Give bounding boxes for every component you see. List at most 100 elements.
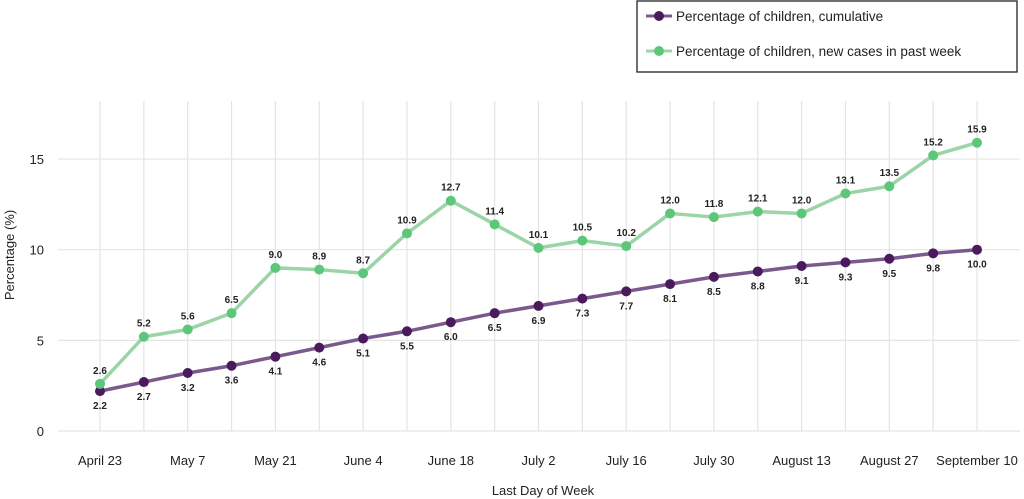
data-label: 12.0 (792, 195, 812, 206)
data-point (95, 378, 105, 389)
data-point (314, 342, 325, 353)
data-point (708, 271, 719, 282)
legend-label-new-cases: Percentage of children, new cases in pas… (676, 44, 961, 59)
data-label: 5.2 (137, 319, 151, 330)
data-point (533, 300, 544, 311)
data-label: 8.7 (356, 255, 370, 266)
data-point (533, 242, 544, 253)
data-label: 7.7 (619, 301, 633, 312)
data-label: 11.4 (485, 206, 504, 217)
y-tick-label: 5 (37, 333, 44, 348)
data-point (621, 286, 632, 297)
data-point (708, 212, 719, 223)
data-label: 2.6 (93, 366, 107, 377)
data-point (138, 377, 149, 388)
data-label: 3.2 (181, 383, 195, 394)
legend-item-new-cases: Percentage of children, new cases in pas… (646, 44, 961, 59)
data-point (972, 244, 982, 255)
legend-marker-cumulative (654, 11, 664, 21)
data-point (577, 293, 588, 304)
data-label: 5.6 (181, 311, 195, 322)
data-point (489, 308, 500, 319)
x-tick-label: August 13 (772, 453, 831, 468)
data-point (445, 317, 456, 328)
data-label: 5.5 (400, 341, 414, 352)
data-point (840, 188, 851, 199)
x-tick-label: June 4 (344, 453, 383, 468)
data-point (401, 326, 412, 337)
data-point (884, 181, 895, 192)
x-tick-label: April 23 (78, 453, 122, 468)
data-label: 12.1 (748, 194, 768, 205)
data-point (665, 279, 676, 290)
y-axis-title: Percentage (%) (2, 210, 17, 300)
data-point (314, 264, 325, 275)
data-label: 12.7 (441, 183, 461, 194)
data-label: 15.9 (967, 125, 987, 136)
data-label: 4.1 (268, 367, 282, 378)
data-label: 9.3 (838, 272, 852, 283)
data-label: 6.9 (532, 316, 546, 327)
legend: Percentage of children, cumulative Perce… (636, 0, 1018, 73)
data-point (840, 257, 851, 268)
data-point (270, 351, 281, 362)
data-label: 10.0 (967, 260, 987, 271)
data-label: 10.2 (616, 228, 636, 239)
data-point (95, 386, 105, 397)
data-point (489, 219, 500, 230)
data-point (796, 261, 807, 272)
data-label: 2.7 (137, 392, 151, 403)
data-label: 8.8 (751, 281, 765, 292)
data-label: 6.5 (225, 295, 239, 306)
data-label: 13.1 (836, 175, 856, 186)
data-point (270, 262, 281, 273)
x-tick-label: May 21 (254, 453, 297, 468)
data-point (796, 208, 807, 219)
x-tick-label: June 18 (428, 453, 474, 468)
data-label: 3.6 (225, 376, 239, 387)
legend-item-cumulative: Percentage of children, cumulative (646, 9, 883, 24)
data-label: 9.1 (795, 276, 809, 287)
data-label: 9.8 (926, 263, 940, 274)
data-point (752, 206, 763, 217)
data-label: 9.5 (882, 269, 896, 280)
data-point (928, 150, 939, 161)
data-point (358, 268, 369, 279)
legend-box (636, 0, 1018, 73)
y-tick-label: 15 (30, 152, 44, 167)
data-label: 6.5 (488, 323, 502, 334)
data-point (138, 331, 149, 342)
data-point (226, 308, 237, 319)
legend-marker-new-cases (654, 46, 664, 56)
data-label: 2.2 (93, 401, 107, 412)
data-label: 7.3 (575, 309, 589, 320)
data-point (445, 195, 456, 206)
x-tick-label: May 7 (170, 453, 205, 468)
data-label: 13.5 (880, 168, 900, 179)
x-tick-label: July 2 (522, 453, 556, 468)
data-label: 10.1 (529, 230, 549, 241)
data-label: 6.0 (444, 332, 458, 343)
x-tick-label: September 10 (936, 453, 1018, 468)
data-point (358, 333, 369, 344)
data-point (752, 266, 763, 277)
data-label: 10.5 (573, 223, 593, 234)
data-point (884, 253, 895, 264)
data-label: 11.8 (704, 199, 723, 210)
data-label: 8.5 (707, 287, 721, 298)
axes: Percentage (%) Last Day of Week 0 5 10 15 Ap… (2, 152, 1018, 498)
x-tick-label: July 16 (606, 453, 647, 468)
data-point (972, 137, 982, 148)
data-point (665, 208, 676, 219)
y-tick-label: 10 (30, 243, 44, 258)
data-label: 15.2 (923, 137, 943, 148)
x-axis-title: Last Day of Week (492, 483, 595, 498)
data-point (182, 324, 193, 335)
grid (58, 101, 1020, 432)
data-point (401, 228, 412, 239)
data-point (928, 248, 939, 259)
data-labels: 2.2 2.7 3.2 3.6 4.1 4.6 5.1 5.5 6.0 6.5 6.9 7.3 7.7 8… (93, 125, 987, 412)
data-label: 9.0 (268, 250, 282, 261)
data-label: 4.6 (312, 358, 326, 369)
